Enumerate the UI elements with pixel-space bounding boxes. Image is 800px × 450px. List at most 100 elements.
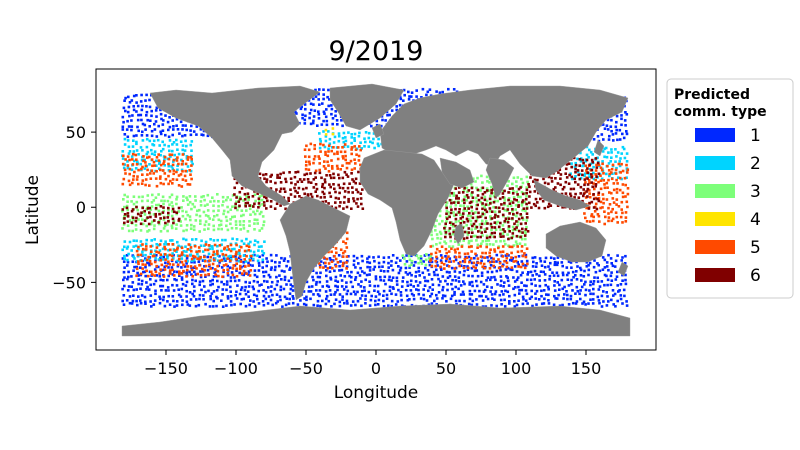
data-point [374,303,377,307]
data-point [152,213,156,216]
data-point [341,298,344,301]
data-point [333,269,336,273]
data-point [466,190,469,193]
data-point [624,278,627,282]
data-point [313,147,316,151]
data-point [476,188,480,192]
data-point [251,195,255,198]
data-point [145,224,148,228]
data-point [587,264,590,267]
region-type-5 [583,162,630,226]
data-point [471,284,474,288]
data-point [452,228,456,232]
data-point [176,164,179,167]
data-point [163,243,166,246]
data-point [260,245,263,248]
data-point [369,298,373,302]
data-point [610,118,613,122]
data-point [517,200,520,204]
data-point [141,243,144,246]
data-point [190,149,193,152]
data-point [407,90,410,94]
data-point [520,237,524,241]
data-point [321,299,324,303]
data-point [546,285,550,289]
data-point [430,302,434,305]
data-point [458,186,461,189]
data-point [334,279,337,282]
data-point [465,198,468,202]
data-point [142,155,145,158]
data-point [162,227,166,230]
data-point [585,153,589,157]
data-point [555,271,559,275]
data-point [524,255,528,259]
data-point [317,110,320,113]
data-point [460,245,464,248]
data-point [123,163,126,166]
data-point [391,254,395,257]
data-point [474,234,477,238]
data-point [157,251,161,254]
data-point [330,250,333,254]
data-point [229,300,233,303]
data-point [126,195,129,199]
data-point [542,270,545,274]
data-point [555,297,559,300]
data-point [164,240,167,243]
data-point [335,164,339,168]
data-point [510,200,513,203]
data-point [336,157,340,161]
data-point [222,257,226,260]
data-point [161,129,165,132]
data-point [218,259,222,263]
data-point [539,197,542,201]
data-point [469,223,473,226]
data-point [483,266,487,270]
data-point [148,163,151,166]
data-point [609,257,613,260]
data-point [236,284,239,287]
data-point [585,220,589,223]
legend-swatch-2 [695,156,735,170]
data-point [358,145,361,148]
data-point [342,288,346,291]
data-point [197,303,201,307]
land-india [485,157,515,199]
data-point [326,266,330,270]
data-point [275,188,278,191]
data-point [206,248,210,252]
data-point [333,293,336,296]
data-point [159,130,162,134]
data-point [139,287,142,290]
data-point [476,203,479,207]
data-point [175,138,178,142]
data-point [350,136,353,139]
data-point [462,209,465,212]
data-point [234,220,238,223]
data-point [185,144,188,148]
data-point [546,205,550,209]
data-point [132,269,135,272]
data-point [376,284,380,288]
data-point [556,261,559,264]
data-point [136,160,139,163]
data-point [350,133,353,136]
data-point [216,252,219,256]
data-point [185,262,188,265]
data-point [505,256,509,260]
data-point [314,190,317,193]
data-point [211,282,214,286]
data-point [480,274,484,277]
data-point [257,197,261,200]
data-point [493,235,496,239]
data-point [463,260,467,264]
data-point [449,239,453,243]
data-point [440,261,444,265]
data-point [201,279,205,283]
data-point [274,181,277,185]
data-point [153,153,156,156]
data-point [194,279,197,283]
data-point [458,251,461,255]
data-point [339,150,343,154]
